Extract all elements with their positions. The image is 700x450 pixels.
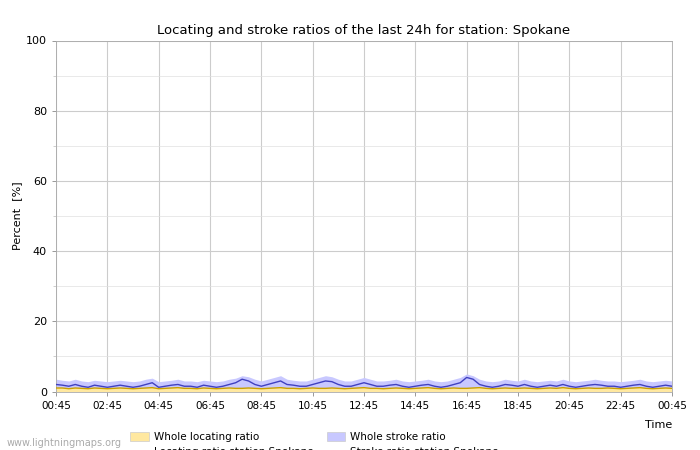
Text: Time: Time xyxy=(645,419,672,430)
Title: Locating and stroke ratios of the last 24h for station: Spokane: Locating and stroke ratios of the last 2… xyxy=(158,23,570,36)
Text: www.lightningmaps.org: www.lightningmaps.org xyxy=(7,438,122,448)
Y-axis label: Percent  [%]: Percent [%] xyxy=(12,182,22,250)
Legend: Whole locating ratio, Locating ratio station Spokane, Whole stroke ratio, Stroke: Whole locating ratio, Locating ratio sta… xyxy=(130,432,499,450)
